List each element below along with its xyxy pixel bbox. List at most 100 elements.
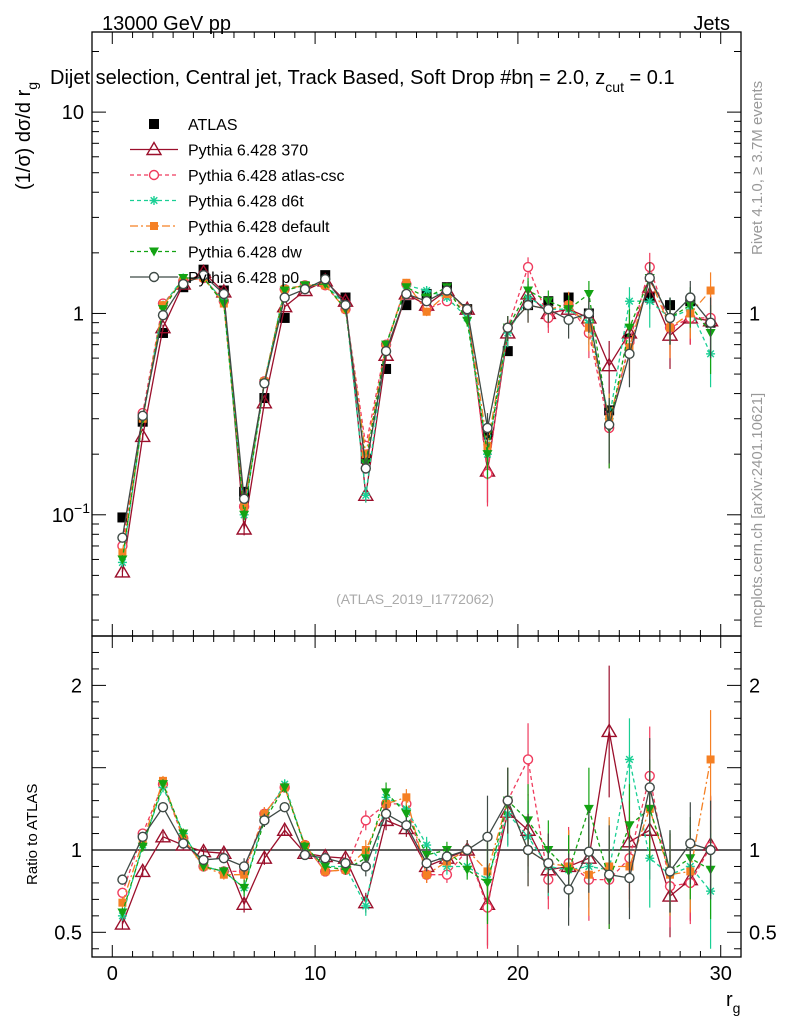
ratio-y-tick-label-right: 0.5 [749, 922, 777, 944]
series-p0 [117, 262, 716, 543]
point-dw [401, 809, 412, 819]
point-p370 [276, 821, 293, 836]
point-p0 [522, 299, 534, 311]
point-atlascsc [360, 815, 371, 826]
x-axis-label-text: r [726, 989, 733, 1011]
point-p0 [603, 869, 615, 880]
point-p0 [705, 317, 716, 328]
point-p0 [421, 857, 432, 869]
star-stroke [625, 755, 634, 764]
point-p0 [624, 348, 635, 360]
x-tick-label: 20 [507, 963, 529, 985]
point-default [240, 502, 249, 511]
point-dw [624, 323, 635, 333]
point-p0 [157, 310, 169, 321]
x-axis-label: rg [726, 989, 740, 1016]
x-tick-label: 30 [710, 963, 732, 985]
ratio-ylabel: Ratio to ATLAS [24, 784, 41, 885]
point-p0 [522, 844, 534, 856]
point-p0 [380, 808, 392, 819]
point-p0 [198, 854, 209, 866]
point-p0 [482, 831, 493, 843]
ratio-y-tick-label-right: 1 [749, 840, 760, 862]
star-stroke [625, 297, 634, 306]
point-default [402, 278, 411, 287]
point-p0 [340, 857, 351, 869]
point-d6t [361, 490, 371, 500]
point-d6t [422, 286, 432, 296]
point-p0 [583, 308, 595, 319]
point-p0 [137, 410, 148, 422]
point-p0 [117, 532, 128, 543]
point-p0 [340, 299, 351, 311]
star-stroke [362, 491, 370, 500]
point-default [706, 286, 715, 295]
point-default [361, 450, 370, 459]
point-dw [401, 283, 412, 293]
y-tick-label-base: 10 [52, 505, 74, 527]
point-data [239, 486, 250, 497]
series-p0 [117, 738, 716, 926]
point-p370 [134, 863, 151, 878]
point-p0 [178, 838, 189, 849]
point-dw [157, 780, 168, 790]
main-ylabel: (1/σ) dσ/d rg [13, 82, 40, 190]
ratio-y-tick-label-left: 2 [71, 675, 82, 697]
point-data [259, 393, 270, 404]
point-data [401, 300, 412, 311]
point-dw [198, 862, 209, 872]
point-p0 [238, 861, 250, 872]
legend-marker-p370 [145, 141, 163, 156]
series-p370 [114, 665, 719, 946]
legend-marker-p0 [148, 271, 160, 283]
main-ylabel-sub: g [24, 82, 40, 90]
point-p0 [603, 419, 615, 430]
point-default [706, 755, 715, 764]
y-tick-label: 10−1 [52, 500, 90, 527]
title-eta: η = 2.0, z [522, 67, 605, 89]
point-dw [482, 878, 493, 888]
point-p0 [644, 782, 655, 793]
point-dw [340, 865, 351, 875]
point-p0 [218, 853, 230, 864]
point-p0 [117, 874, 128, 885]
point-p0 [380, 345, 392, 357]
point-p370 [256, 849, 273, 864]
point-dw [239, 883, 250, 893]
point-p0 [238, 493, 250, 505]
point-p0 [685, 292, 696, 303]
legend-marker-data [149, 119, 159, 129]
point-p0 [279, 802, 290, 813]
header-right: Jets [693, 13, 730, 35]
point-data [279, 312, 290, 323]
title-cut: cut [605, 79, 624, 95]
point-p0 [543, 303, 554, 315]
point-p0 [360, 861, 371, 872]
point-dw [117, 908, 128, 918]
rivet-label: Rivet 4.1.0, ≥ 3.7M events [749, 81, 766, 255]
series-line-default [121, 276, 712, 553]
point-p0 [259, 378, 270, 389]
point-dw [482, 450, 493, 460]
point-dw [157, 305, 168, 315]
point-p370 [235, 895, 253, 911]
point-p0 [502, 795, 513, 806]
point-data [117, 512, 128, 523]
point-p0 [543, 857, 554, 869]
point-p0 [441, 285, 453, 296]
y-tick-label: 1 [73, 303, 84, 325]
point-p0 [299, 283, 311, 295]
ratio-y-tick-label-left: 0.5 [54, 922, 82, 944]
legend-label-p370: Pythia 6.428 370 [188, 143, 308, 160]
star-stroke [150, 196, 158, 205]
point-dw [462, 865, 473, 875]
point-dw [218, 867, 229, 877]
ratio-y-tick-label-right: 2 [749, 675, 760, 697]
legend-label-d6t: Pythia 6.428 d6t [188, 194, 304, 211]
point-p370 [235, 520, 253, 535]
legend-item-atlascsc: Pythia 6.428 atlas-csc [130, 168, 345, 185]
point-p0 [644, 272, 655, 284]
series-line-p370 [121, 731, 712, 925]
legend-marker-dw [149, 247, 159, 257]
